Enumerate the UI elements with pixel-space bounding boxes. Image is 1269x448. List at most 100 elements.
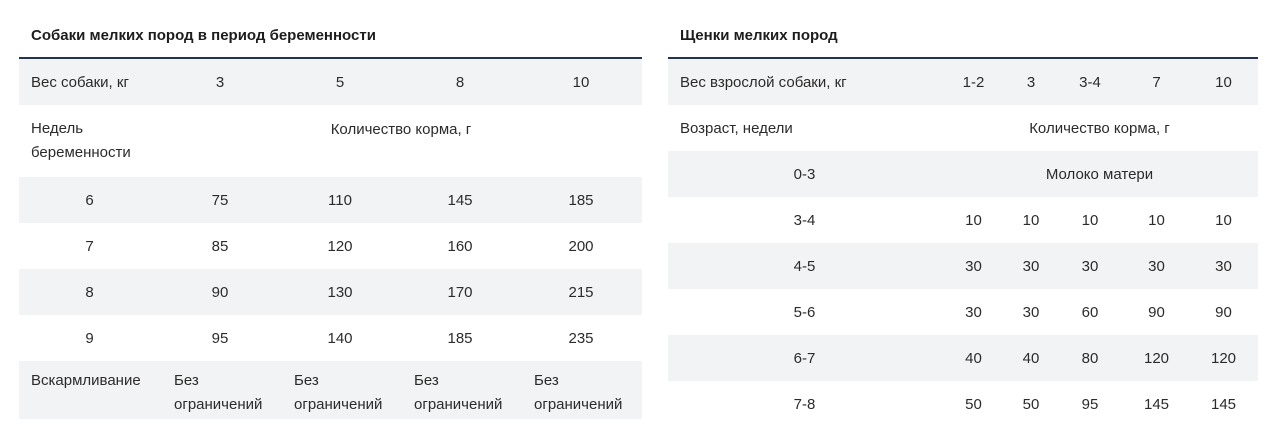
pregnancy-header-row: Недель беременности Количество корма, г [19,105,642,177]
table-row: 6-7 40 40 80 120 120 [668,335,1258,381]
puppies-weight-cell: 10 [1215,73,1232,91]
pregnancy-weight-5: 5 [335,73,345,91]
pregnancy-value-cell: 85 [211,237,229,255]
pregnancy-value-cell: 185 [568,191,594,209]
pregnancy-value-cell: 185 [447,329,473,347]
puppies-milk-row: 0-3 Молоко матери [668,151,1258,197]
pregnancy-weight-row: Вес собаки, кг 3 5 8 10 [19,59,642,105]
puppies-value-cell: 120 [1143,349,1170,367]
puppies-age-cell: 6-7 [793,349,816,367]
pregnancy-week-cell: 7 [85,237,94,255]
pregnancy-week-cell: 6 [85,191,94,209]
pregnancy-feeding-label: Вскармливание [31,372,141,389]
pregnancy-feeding-cell: Без ограничений [400,369,520,417]
puppies-weight-cell: 3 [1026,73,1036,91]
table-row: 9 95 140 185 235 [19,315,642,361]
pregnancy-value-cell: 145 [447,191,473,209]
feeding-line2: ограничений [294,396,383,413]
puppies-milk-label: Молоко матери [1045,165,1154,183]
puppies-value-cell: 60 [1081,303,1099,321]
puppies-age-cell: 7-8 [793,395,816,413]
puppies-value-cell: 50 [965,395,982,413]
puppies-value-cell: 50 [1022,395,1040,413]
puppies-value-cell: 10 [1148,211,1165,229]
feeding-line1: Без [294,372,319,389]
feeding-line1: Без [174,372,199,389]
puppies-value-cell: 30 [1022,303,1040,321]
pregnancy-value-cell: 120 [327,237,353,255]
puppies-amount-label: Количество корма, г [1029,119,1170,137]
pregnancy-value-cell: 235 [568,329,594,347]
puppies-value-cell: 95 [1081,395,1099,413]
puppies-value-cell: 90 [1148,303,1165,321]
pregnancy-value-cell: 215 [568,283,594,301]
puppies-value-cell: 40 [1022,349,1040,367]
pregnancy-feeding-cell: Без ограничений [160,369,280,417]
puppies-age-cell: 3-4 [793,211,816,229]
table-row: 7 85 120 160 200 [19,223,642,269]
puppies-header-row: Возраст, недели Количество корма, г [668,105,1258,151]
puppies-table-title: Щенки мелких пород [668,0,1258,59]
puppies-value-cell: 10 [965,211,982,229]
pregnancy-feeding-row: Вскармливание Без ограничений Без ограни… [19,361,642,419]
puppies-value-cell: 30 [1215,257,1232,275]
feeding-line2: ограничений [534,396,623,413]
pregnancy-weight-3: 3 [215,73,225,91]
puppies-value-cell: 40 [965,349,982,367]
puppies-value-cell: 10 [1022,211,1040,229]
feeding-line2: ограничений [174,396,263,413]
pregnancy-value-cell: 110 [328,191,352,209]
table-row: 3-4 10 10 10 10 10 [668,197,1258,243]
puppies-value-cell: 120 [1210,349,1237,367]
pregnancy-week-cell: 9 [85,329,94,347]
puppies-table: Щенки мелких пород Вес взрослой собаки, … [668,0,1258,427]
puppies-value-cell: 30 [1081,257,1099,275]
puppies-weight-cell: 3-4 [1079,73,1101,91]
pregnancy-value-cell: 170 [447,283,473,301]
pregnancy-value-cell: 90 [211,283,229,301]
feeding-line1: Без [534,372,559,389]
pregnancy-weight-8: 8 [455,73,465,91]
puppies-value-cell: 30 [965,257,982,275]
pregnancy-value-cell: 75 [211,191,229,209]
puppies-value-cell: 30 [1022,257,1040,275]
puppies-value-cell: 145 [1143,395,1170,413]
pregnancy-week-cell: 8 [85,283,94,301]
pregnancy-table: Собаки мелких пород в период беременност… [19,0,642,419]
puppies-value-cell: 80 [1081,349,1099,367]
pregnancy-weeks-label: Недель беременности [19,117,160,165]
pregnancy-amount-label: Количество корма, г [330,121,472,138]
pregnancy-value-cell: 140 [327,329,353,347]
pregnancy-weeks-label-line1: Недель [31,120,84,137]
table-row: 7-8 50 50 95 145 145 [668,381,1258,427]
puppies-age-cell: 0-3 [793,165,816,183]
puppies-value-cell: 90 [1215,303,1232,321]
pregnancy-value-cell: 130 [327,283,353,301]
pregnancy-weight-label: Вес собаки, кг [31,73,129,91]
puppies-weight-row: Вес взрослой собаки, кг 1-2 3 3-4 7 10 [668,59,1258,105]
puppies-age-cell: 4-5 [793,257,816,275]
puppies-value-cell: 10 [1215,211,1232,229]
table-row: 8 90 130 170 215 [19,269,642,315]
feeding-line2: ограничений [414,396,503,413]
puppies-value-cell: 30 [1148,257,1165,275]
puppies-value-cell: 145 [1210,395,1237,413]
puppies-value-cell: 30 [965,303,982,321]
pregnancy-weeks-label-line2: беременности [31,144,131,161]
puppies-value-cell: 10 [1081,211,1099,229]
table-row: 6 75 110 145 185 [19,177,642,223]
table-row: 4-5 30 30 30 30 30 [668,243,1258,289]
pregnancy-feeding-cell: Без ограничений [280,369,400,417]
pregnancy-table-title: Собаки мелких пород в период беременност… [19,0,642,59]
puppies-age-label: Возраст, недели [680,119,793,137]
puppies-weight-label: Вес взрослой собаки, кг [680,73,847,91]
puppies-age-cell: 5-6 [793,303,816,321]
puppies-weight-cell: 1-2 [962,73,985,91]
feeding-line1: Без [414,372,439,389]
pregnancy-value-cell: 200 [568,237,594,255]
pregnancy-feeding-cell: Без ограничений [520,369,642,417]
pregnancy-weight-10: 10 [572,73,590,91]
puppies-weight-cell: 7 [1152,73,1161,91]
table-row: 5-6 30 30 60 90 90 [668,289,1258,335]
pregnancy-value-cell: 160 [447,237,473,255]
